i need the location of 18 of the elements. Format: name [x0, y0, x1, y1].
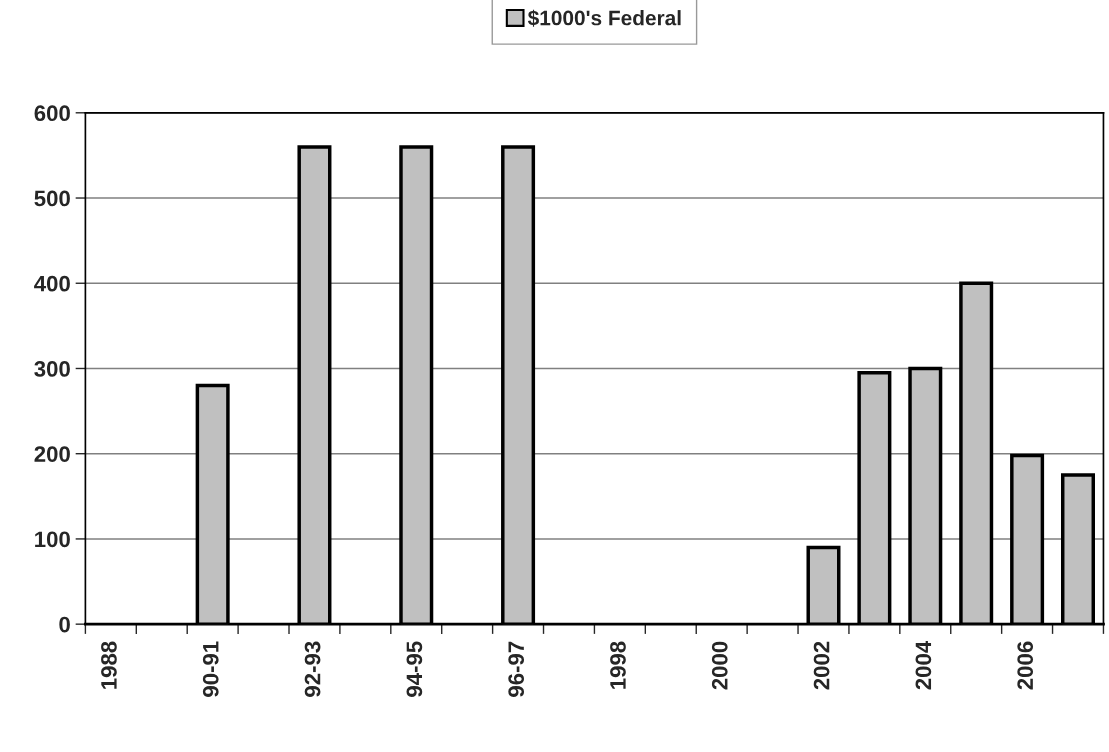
legend-label: $1000's Federal	[527, 9, 681, 27]
x-tick-label: 2002	[813, 641, 830, 690]
y-tick-label: 600	[34, 105, 70, 122]
x-tick-label: 90-91	[202, 641, 219, 697]
y-tick-label: 100	[35, 531, 70, 548]
x-tick-label: 2006	[1017, 641, 1034, 690]
y-tick-label: 0	[59, 616, 70, 633]
y-tick-label: 200	[34, 446, 70, 462]
x-tick-label: 94-95	[406, 641, 423, 697]
y-tick-label: 300	[34, 361, 70, 377]
y-tick-label: 500	[34, 190, 70, 207]
x-tick-label: 1998	[610, 641, 626, 689]
x-tick-label: 96-97	[508, 641, 525, 697]
x-tick-label: 92-93	[304, 641, 321, 697]
x-tick-label: 2004	[915, 640, 932, 690]
x-tick-label: 2000	[711, 641, 728, 690]
y-tick-label: 400	[34, 275, 70, 292]
x-tick-label: 1988	[101, 641, 117, 689]
